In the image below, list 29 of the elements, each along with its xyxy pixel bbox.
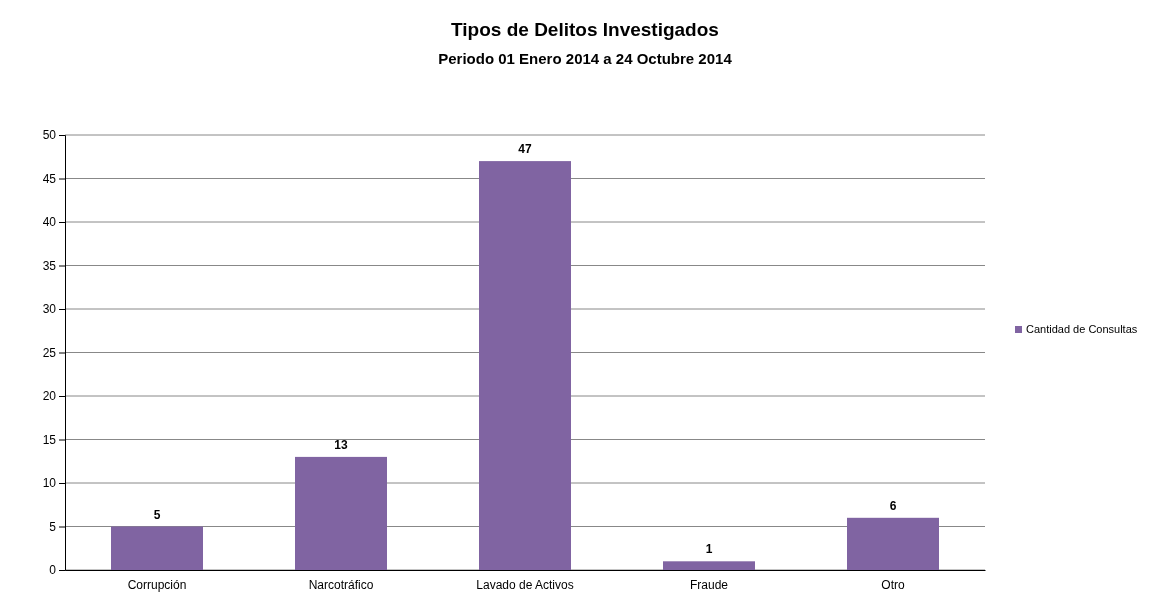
data-label: 1 bbox=[705, 542, 713, 557]
x-tick-label: Lavado de Activos bbox=[476, 577, 574, 592]
x-tick-label: Fraude bbox=[689, 577, 729, 592]
data-label: 13 bbox=[334, 437, 348, 452]
y-tick-label: 50 bbox=[42, 128, 57, 143]
chart-subtitle: Periodo 01 Enero 2014 a 24 Octubre 2014 bbox=[438, 50, 733, 67]
y-tick-label: 40 bbox=[42, 215, 57, 230]
y-tick-label: 15 bbox=[42, 432, 57, 447]
x-tick-label: Narcotráfico bbox=[308, 577, 374, 592]
y-tick-label: 0 bbox=[49, 563, 57, 578]
data-label: 5 bbox=[153, 507, 161, 522]
bar bbox=[479, 161, 571, 570]
bar bbox=[663, 561, 755, 570]
x-tick-label: Corrupción bbox=[127, 577, 187, 592]
y-tick-label: 35 bbox=[42, 258, 57, 273]
data-label: 47 bbox=[518, 142, 532, 157]
bar bbox=[847, 517, 939, 570]
chart-title: Tipos de Delitos Investigados bbox=[451, 19, 719, 40]
y-tick-label: 5 bbox=[49, 519, 57, 534]
bar bbox=[111, 526, 203, 570]
legend-label: Cantidad de Consultas bbox=[1026, 323, 1138, 335]
data-label: 6 bbox=[889, 498, 897, 513]
y-tick-label: 10 bbox=[42, 476, 57, 491]
y-tick-label: 20 bbox=[42, 389, 57, 404]
y-tick-label: 45 bbox=[42, 171, 57, 186]
x-tick-label: Otro bbox=[881, 577, 905, 592]
y-tick-label: 25 bbox=[42, 345, 57, 360]
bar bbox=[295, 456, 387, 570]
y-tick-label: 30 bbox=[42, 302, 57, 317]
